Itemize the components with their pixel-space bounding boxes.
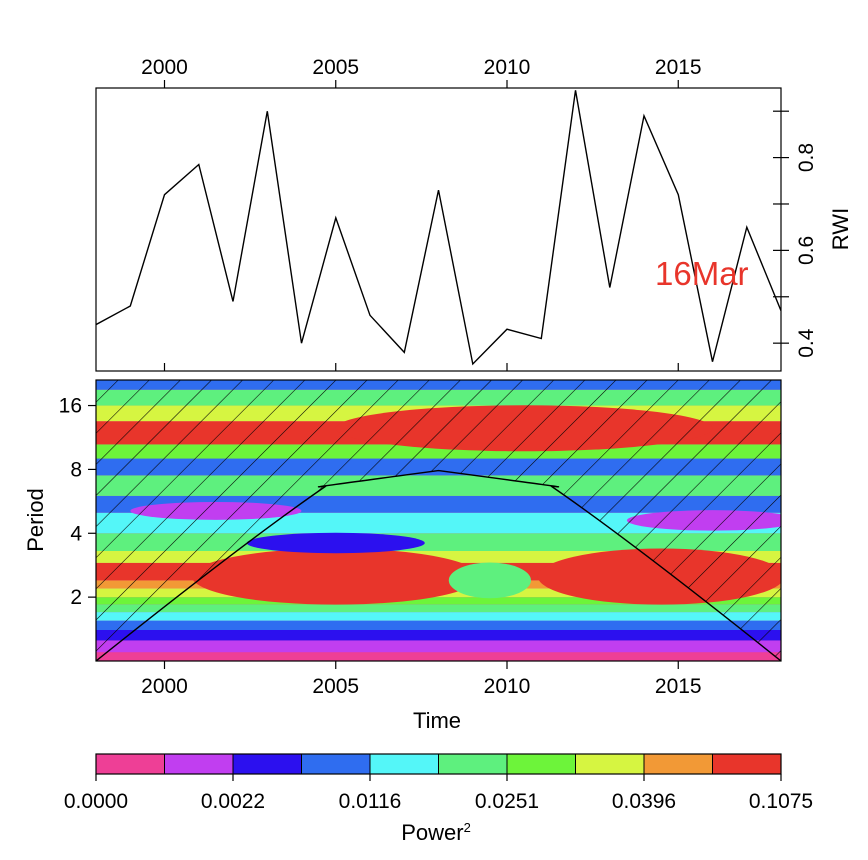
period-tick-label: 2	[70, 586, 82, 609]
time-x-axis: 2000 2005 2010 2015	[141, 661, 702, 698]
colorbar-tick-label: 0.0251	[475, 790, 539, 813]
rwi-y-tick-label: 0.8	[795, 143, 818, 172]
colorbar-swatch	[301, 753, 371, 775]
top-x-tick-label: 2005	[312, 56, 359, 79]
power-band	[96, 640, 781, 653]
rwi-line-panel: 2000 2005 2010 2015 0.4 0.6 0.8 RWI 16Mar	[95, 56, 853, 372]
coi-hatch-right	[438, 380, 781, 661]
colorbar-title: Power2	[401, 820, 471, 845]
power-colorbar: 0.0000 0.0022 0.0116 0.0251 0.0396 0.1075 Pow…	[64, 753, 813, 845]
colorbar-tick-label: 0.1075	[749, 790, 813, 813]
colorbar-swatch	[506, 753, 576, 775]
rwi-axis-title: RWI	[828, 208, 853, 250]
colorbar-swatch	[643, 753, 713, 775]
power-peak	[246, 532, 425, 554]
power-peak	[191, 548, 480, 605]
colorbar-swatch	[164, 753, 234, 775]
coi-boundary	[96, 469, 781, 661]
colorbar-tick-label: 0.0022	[201, 790, 265, 813]
colorbar-swatch	[369, 753, 439, 775]
rwi-plot-frame	[95, 87, 782, 372]
series-annotation: 16Mar	[655, 255, 749, 292]
rwi-y-tick-label: 0.4	[795, 328, 818, 358]
top-x-axis: 2000 2005 2010 2015	[141, 56, 702, 371]
period-tick-label: 4	[70, 522, 82, 545]
power-band	[96, 612, 781, 621]
time-x-tick-label: 2000	[141, 675, 188, 698]
colorbar-frame	[95, 753, 782, 775]
power-band	[96, 620, 781, 630]
power-band	[96, 597, 781, 605]
rwi-y-tick-label: 0.6	[795, 236, 818, 265]
period-tick-label: 8	[70, 458, 82, 481]
colorbar-swatch	[575, 753, 645, 775]
colorbar-swatch	[712, 753, 782, 775]
colorbar-tick-label: 0.0396	[612, 790, 676, 813]
power-band	[96, 629, 781, 641]
period-y-axis: 2 4 8 16	[59, 395, 96, 609]
colorbar-title-text: Power	[401, 820, 463, 845]
wavelet-power-panel: 2000 2005 2010 2015 2 4 8 16 Time Period	[23, 379, 782, 733]
time-x-tick-label: 2015	[655, 675, 702, 698]
colorbar-title-superscript: 2	[464, 820, 471, 835]
colorbar-swatch	[438, 753, 508, 775]
top-x-tick-label: 2010	[484, 56, 531, 79]
wavelet-plot-frame	[95, 379, 782, 662]
top-x-tick-label: 2015	[655, 56, 702, 79]
period-axis-title: Period	[23, 488, 48, 552]
rwi-y-axis: 0.4 0.6 0.8	[773, 110, 818, 358]
power-band	[96, 652, 781, 661]
period-tick-label: 16	[59, 395, 82, 418]
time-x-tick-label: 2010	[484, 675, 531, 698]
top-x-tick-label: 2000	[141, 56, 188, 79]
coi-hatch-left	[96, 380, 439, 661]
colorbar-tick-label: 0.0000	[64, 790, 128, 813]
colorbar-swatches	[95, 753, 782, 775]
time-x-tick-label: 2005	[312, 675, 359, 698]
cone-of-influence	[96, 380, 781, 661]
colorbar-tick-label: 0.0116	[339, 790, 402, 813]
power-peak	[448, 562, 531, 599]
colorbar-scale: 0.0000 0.0022 0.0116 0.0251 0.0396 0.1075	[64, 774, 813, 813]
power-band	[96, 604, 781, 613]
colorbar-swatch	[232, 753, 302, 775]
rwi-series-line	[96, 90, 781, 366]
time-axis-title: Time	[413, 708, 461, 733]
colorbar-swatch	[95, 753, 165, 775]
